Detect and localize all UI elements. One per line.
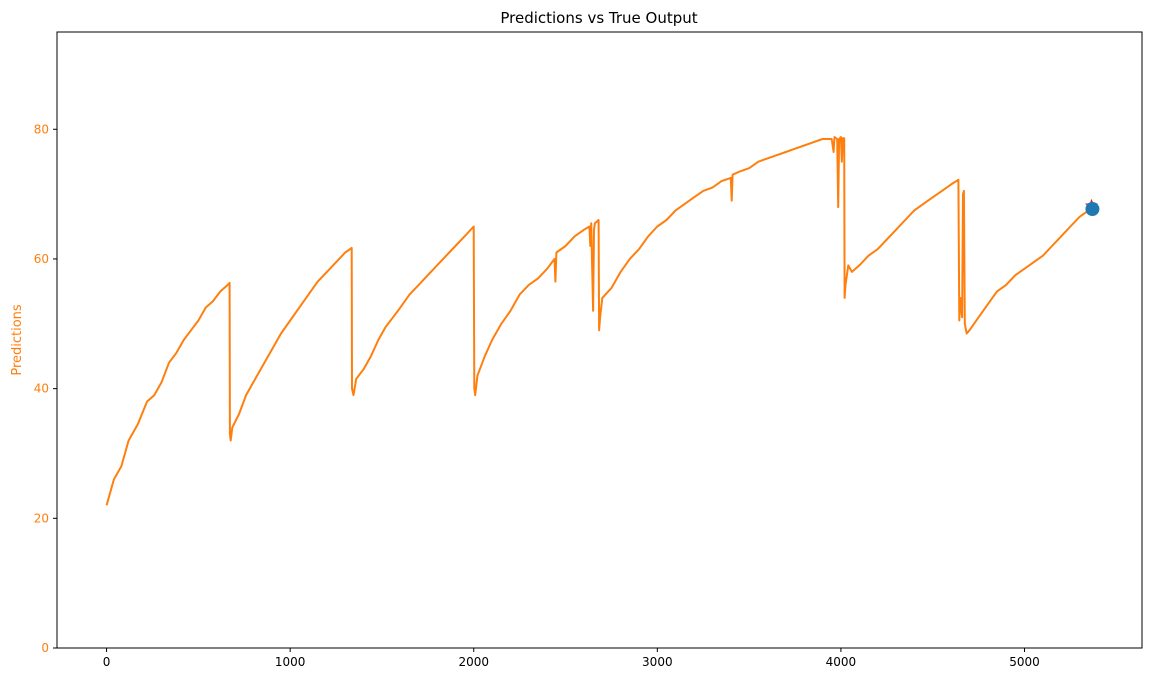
chart-title: Predictions vs True Output — [500, 9, 697, 27]
x-tick-label: 5000 — [1009, 655, 1040, 669]
y-axis: 0 20 40 60 80 — [34, 122, 57, 655]
x-tick-label: 2000 — [458, 655, 489, 669]
y-tick-label: 80 — [34, 122, 49, 136]
y-tick-label: 0 — [41, 641, 49, 655]
y-tick-label: 60 — [34, 252, 49, 266]
x-tick-label: 0 — [103, 655, 111, 669]
x-tick-label: 4000 — [826, 655, 857, 669]
y-axis-label: Predictions — [10, 304, 25, 376]
y-tick-label: 20 — [34, 511, 49, 525]
x-axis: 0 1000 2000 3000 4000 5000 — [103, 648, 1040, 669]
axes-frame — [56, 31, 1143, 649]
final-true-point — [1085, 202, 1100, 217]
y-tick-label: 40 — [34, 382, 49, 396]
plot-area — [105, 136, 1100, 506]
x-tick-label: 1000 — [275, 655, 306, 669]
x-tick-label: 3000 — [642, 655, 673, 669]
series-line-0 — [105, 136, 1095, 506]
